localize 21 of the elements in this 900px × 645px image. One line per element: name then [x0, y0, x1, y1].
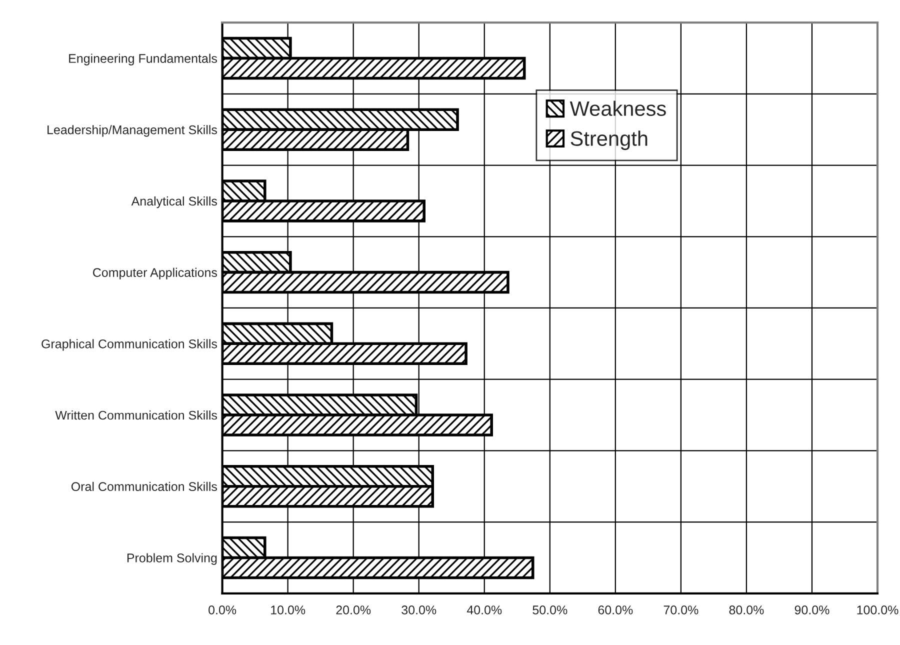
x-tick-label: 50.0% [532, 606, 568, 614]
y-tick-label: Leadership/Management Skills [48, 125, 217, 137]
y-tick-label: Computer Applications [93, 268, 217, 280]
x-tick-label: 70.0% [664, 606, 698, 614]
y-tick-label: Graphical Communication Skills [42, 339, 217, 351]
x-tick-label: 20.0% [336, 606, 371, 614]
x-tick-label: 30.0% [402, 606, 436, 614]
x-tick-label: 100.0% [857, 606, 898, 614]
x-tick-label: 60.0% [598, 606, 633, 614]
legend-label: Weakness [570, 100, 666, 116]
y-tick-label: Written Communication Skills [55, 410, 217, 420]
x-tick-label: 90.0% [794, 606, 830, 614]
x-tick-label: 0.0% [208, 606, 236, 614]
y-tick-label: Oral Communication Skills [71, 482, 217, 492]
x-tick-label: 10.0% [271, 606, 306, 614]
y-tick-label: Analytical Skills [131, 196, 217, 208]
x-tick-label: 80.0% [729, 606, 764, 614]
x-tick-label: 40.0% [466, 606, 502, 614]
y-tick-label: Problem Solving [127, 553, 217, 565]
y-tick-label: Engineering Fundamentals [69, 54, 217, 66]
legend-label: Strength [570, 130, 648, 150]
